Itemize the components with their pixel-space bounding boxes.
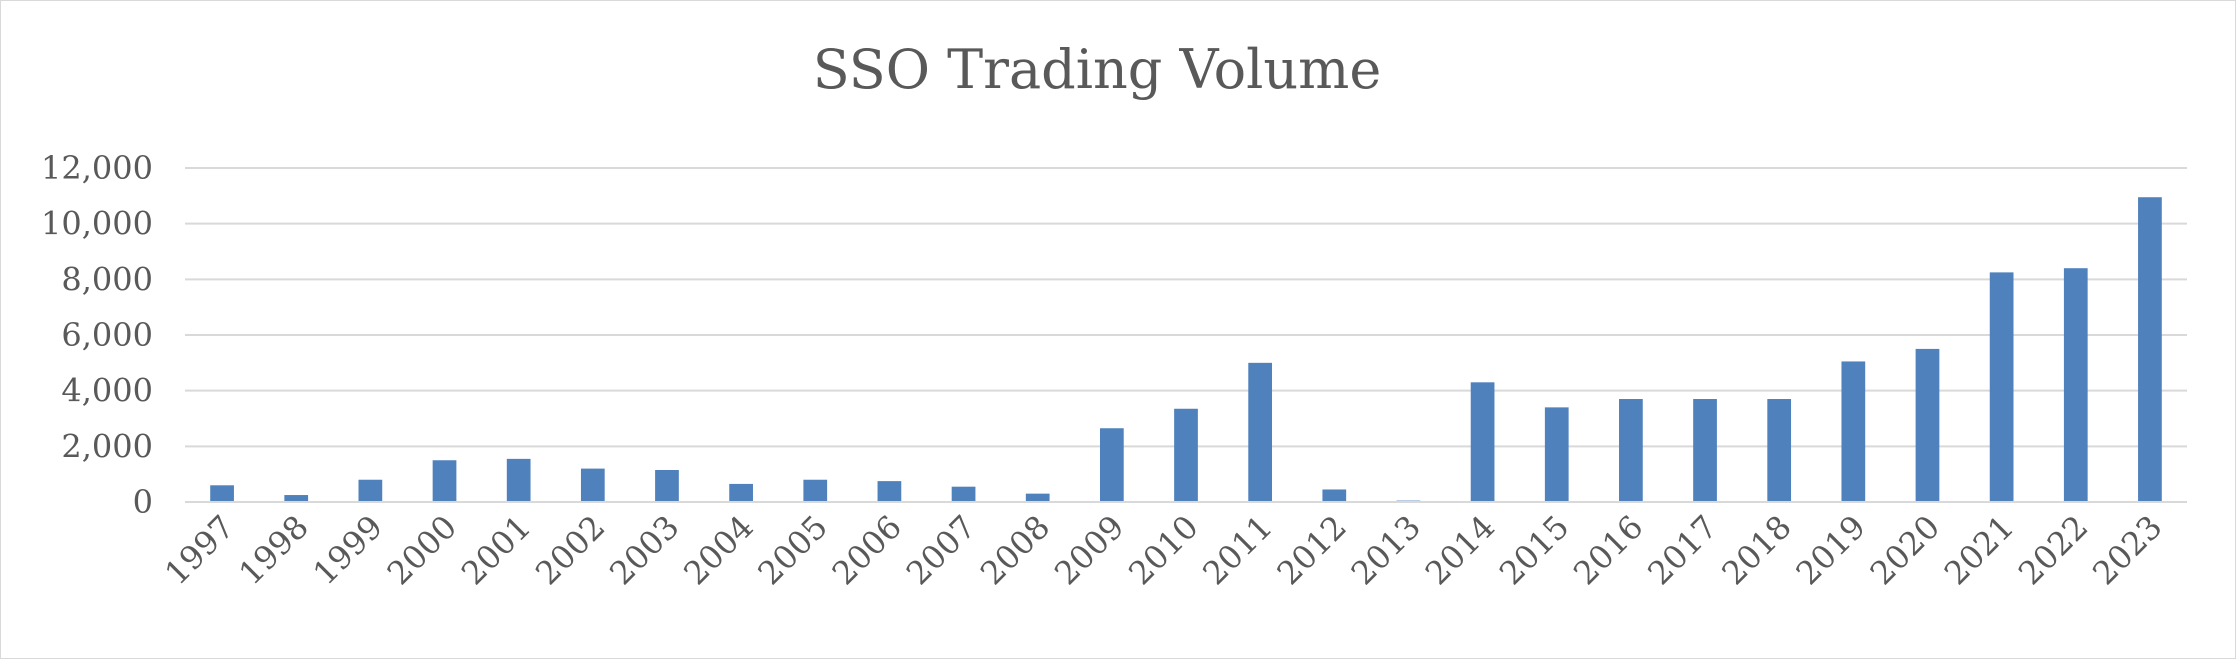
x-tick-label: 2002	[528, 508, 612, 592]
bar-2021	[1989, 272, 2014, 502]
bar-2015	[1544, 407, 1569, 502]
bar-2018	[1767, 399, 1792, 502]
x-tick-label: 2023	[2085, 508, 2169, 592]
bar-1997	[210, 485, 234, 502]
bar-2001	[506, 458, 531, 502]
chart-title: SSO Trading Volume	[813, 38, 1382, 101]
y-axis-ticks: 0 2,000 4,000 6,000 8,000 10,000 12,000	[41, 149, 153, 521]
x-tick-label: 2019	[1789, 508, 1873, 592]
bar-2010	[1174, 408, 1198, 502]
x-tick-label: 2017	[1640, 508, 1724, 592]
x-tick-label: 2021	[1937, 508, 2021, 592]
gridlines	[185, 167, 2187, 448]
x-tick-label: 2015	[1492, 508, 1576, 592]
x-tick-label: 2012	[1269, 508, 1353, 592]
x-tick-label: 2007	[899, 508, 983, 592]
x-axis-ticks: 1997199819992000200120022003200420052006…	[157, 508, 2169, 592]
y-tick-label: 12,000	[41, 149, 153, 187]
x-tick-label: 2020	[1863, 508, 1947, 592]
bar-2014	[1470, 382, 1495, 502]
x-tick-label: 1997	[157, 508, 241, 592]
bar-2017	[1693, 399, 1717, 502]
x-tick-label: 2022	[2011, 508, 2095, 592]
x-tick-label: 2011	[1195, 508, 1279, 592]
bar-2006	[877, 481, 902, 502]
x-tick-label: 2000	[380, 508, 464, 592]
bar-2012	[1322, 489, 1347, 502]
y-tick-label: 0	[133, 483, 153, 521]
bar-1999	[358, 479, 383, 502]
x-tick-label: 2016	[1566, 508, 1650, 592]
bar-2020	[1915, 348, 1940, 502]
x-tick-label: 2006	[825, 508, 909, 592]
y-tick-label: 10,000	[41, 205, 153, 243]
bar-2004	[729, 483, 753, 502]
x-tick-label: 2014	[1418, 508, 1502, 592]
x-tick-label: 2009	[1047, 508, 1131, 592]
bar-2019	[1841, 361, 1866, 502]
x-tick-label: 2001	[454, 508, 538, 592]
x-tick-label: 2005	[750, 508, 834, 592]
x-tick-label: 2018	[1714, 508, 1798, 592]
bar-2022	[2063, 268, 2088, 502]
bar-2011	[1248, 362, 1273, 502]
x-tick-label: 2008	[973, 508, 1057, 592]
y-tick-label: 2,000	[61, 427, 153, 465]
x-tick-label: 2003	[602, 508, 686, 592]
bar-2016	[1619, 399, 1643, 502]
x-tick-label: 2004	[676, 508, 760, 592]
bars	[210, 197, 2162, 502]
x-tick-label: 2010	[1121, 508, 1205, 592]
x-tick-label: 1998	[231, 508, 315, 592]
bar-2000	[432, 460, 457, 502]
bar-2023	[2138, 197, 2162, 502]
bar-2002	[580, 468, 605, 502]
x-tick-label: 2013	[1344, 508, 1428, 592]
y-tick-label: 4,000	[61, 372, 153, 410]
bar-2007	[951, 486, 976, 502]
bar-2003	[655, 469, 679, 502]
bar-2009	[1099, 428, 1124, 502]
x-tick-label: 1999	[306, 508, 390, 592]
y-tick-label: 8,000	[61, 260, 153, 298]
bar-2005	[803, 479, 828, 502]
bar-1998	[284, 495, 309, 502]
bar-2008	[1025, 493, 1050, 502]
y-tick-label: 6,000	[61, 316, 153, 354]
